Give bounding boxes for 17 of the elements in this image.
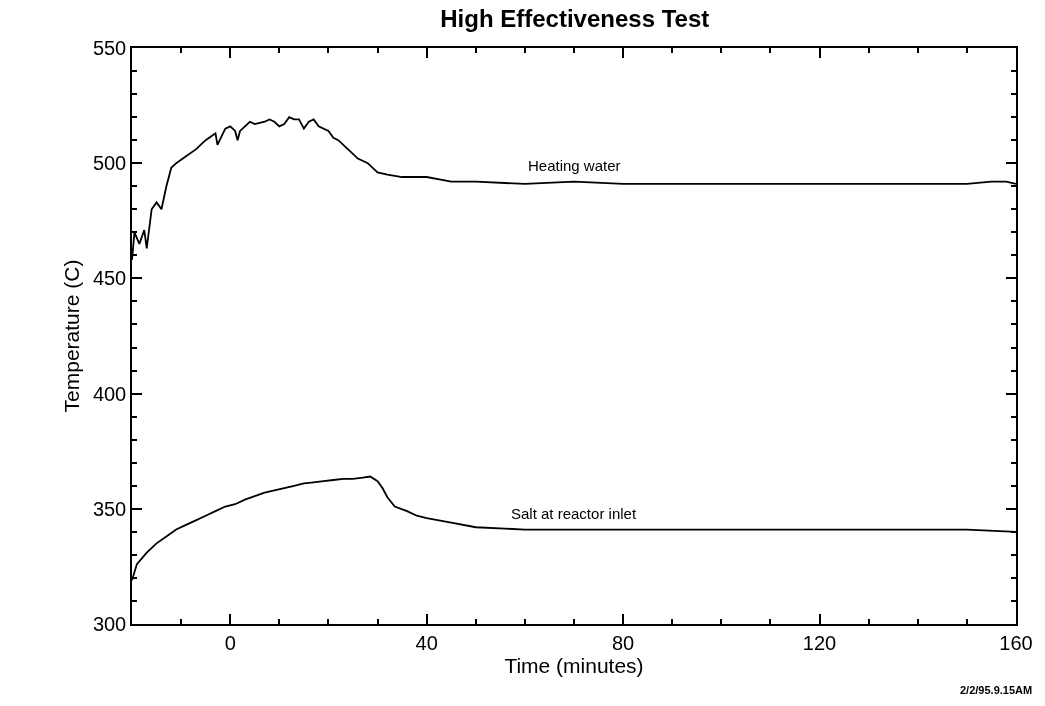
- series-label: Heating water: [528, 157, 621, 174]
- x-tick-label: 0: [224, 631, 236, 654]
- text: 2/2/95.9.15AM: [960, 684, 1033, 696]
- chart-title: High Effectiveness Test: [440, 5, 710, 33]
- x-tick-label: 40: [415, 631, 438, 654]
- x-tick-label: 120: [802, 631, 837, 654]
- y-tick-label: 550: [92, 37, 127, 59]
- y-tick-label: 450: [92, 267, 127, 290]
- x-tick-label: 80: [611, 631, 635, 654]
- y-tick-label: 350: [92, 497, 127, 520]
- y-tick-label: 400: [92, 382, 127, 405]
- y-axis-title: Temperature (C): [59, 259, 83, 413]
- series-label: Salt at reactor inlet: [511, 505, 637, 522]
- x-tick-label: 160: [999, 631, 1033, 654]
- x-axis-title: Time (minutes): [504, 654, 644, 678]
- y-tick-label: 300: [92, 613, 127, 635]
- y-tick-label: 500: [92, 152, 127, 175]
